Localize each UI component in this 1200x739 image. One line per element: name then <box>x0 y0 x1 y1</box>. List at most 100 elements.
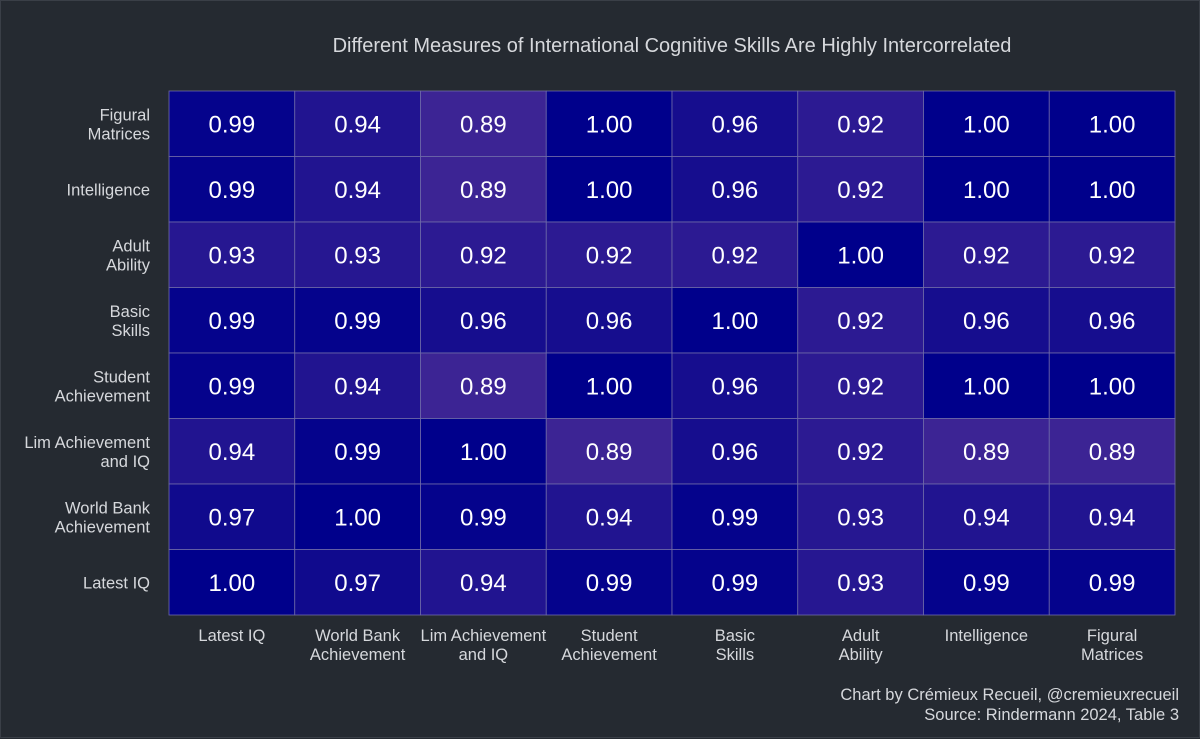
x-axis-tick-labels: Latest IQ World Bank Achievement Lim Achiev… <box>198 627 1143 664</box>
cell-value-label: 0.92 <box>963 242 1010 269</box>
heatmap-cell <box>923 483 1050 550</box>
heatmap-cells: 0.99 0.94 0.89 1.00 0.96 0.92 1.00 1.00 0.99 0.94… <box>168 90 1176 616</box>
heatmap-cell <box>168 156 296 223</box>
heatmap-cell <box>294 287 421 354</box>
cell-value-label: 0.89 <box>963 439 1010 466</box>
heatmap-cell <box>797 483 924 550</box>
heatmap-cell <box>545 418 673 485</box>
heatmap-cell <box>797 221 924 288</box>
heatmap-cell <box>923 90 1050 157</box>
heatmap-cell <box>797 156 924 223</box>
cell-value-label: 0.92 <box>837 177 884 204</box>
cell-value-label: 0.96 <box>1089 308 1136 335</box>
cell-value-label: 1.00 <box>1089 111 1136 138</box>
cell-value-label: 0.96 <box>712 439 759 466</box>
cell-value-label: 0.89 <box>1089 439 1136 466</box>
cell-value-label: 1.00 <box>586 373 633 400</box>
cell-value-label: 1.00 <box>1089 373 1136 400</box>
heatmap-cell <box>671 156 799 223</box>
heatmap-cell <box>1048 156 1176 223</box>
cell-value-label: 0.94 <box>963 504 1010 531</box>
heatmap-cell <box>797 352 924 419</box>
x-tick-label: Basic Skills <box>715 627 755 664</box>
cell-value-label: 0.93 <box>837 570 884 597</box>
cell-value-label: 0.94 <box>334 373 381 400</box>
chart-caption: Chart by Crémieux Recueil, @cremieuxrecu… <box>840 685 1179 725</box>
cell-value-label: 1.00 <box>586 177 633 204</box>
heatmap-cell <box>923 352 1050 419</box>
cell-value-label: 0.99 <box>460 504 507 531</box>
y-axis-tick-labels: Figural Matrices Intelligence Adult Ability B… <box>24 106 150 592</box>
heatmap-cell <box>923 156 1050 223</box>
cell-value-label: 1.00 <box>460 439 507 466</box>
heatmap-cell <box>420 549 547 616</box>
cell-value-label: 1.00 <box>963 177 1010 204</box>
heatmap-cell <box>923 287 1050 354</box>
cell-value-label: 0.92 <box>460 242 507 269</box>
heatmap-cell <box>420 221 547 288</box>
cell-value-label: 0.99 <box>963 570 1010 597</box>
heatmap-cell <box>420 352 547 419</box>
cell-value-label: 0.99 <box>334 439 381 466</box>
cell-value-label: 0.96 <box>460 308 507 335</box>
heatmap-cell <box>294 352 421 419</box>
cell-value-label: 0.93 <box>837 504 884 531</box>
cell-value-label: 0.92 <box>837 439 884 466</box>
y-tick-label: Intelligence <box>67 181 150 199</box>
cell-value-label: 1.00 <box>712 308 759 335</box>
cell-value-label: 1.00 <box>586 111 633 138</box>
x-tick-label: Latest IQ <box>198 627 265 645</box>
x-tick-label: Intelligence <box>945 627 1028 645</box>
cell-value-label: 0.96 <box>963 308 1010 335</box>
heatmap-cell <box>671 549 799 616</box>
cell-value-label: 0.99 <box>209 111 256 138</box>
heatmap-cell <box>545 287 673 354</box>
cell-value-label: 0.92 <box>837 111 884 138</box>
heatmap-cell <box>1048 418 1176 485</box>
heatmap-cell <box>797 418 924 485</box>
heatmap-cell <box>545 549 673 616</box>
cell-value-label: 0.99 <box>712 504 759 531</box>
caption-credit: Chart by Crémieux Recueil, @cremieuxrecu… <box>840 686 1179 704</box>
cell-value-label: 0.92 <box>837 373 884 400</box>
cell-value-label: 1.00 <box>334 504 381 531</box>
cell-value-label: 0.97 <box>209 504 256 531</box>
heatmap-cell <box>671 287 799 354</box>
y-tick-label: Basic Skills <box>110 303 150 340</box>
y-tick-label: World Bank Achievement <box>55 499 151 536</box>
heatmap-cell <box>294 221 421 288</box>
heatmap-cell <box>420 156 547 223</box>
cell-value-label: 0.99 <box>209 177 256 204</box>
y-tick-label: Student Achievement <box>55 368 151 405</box>
cell-value-label: 1.00 <box>837 242 884 269</box>
heatmap-cell <box>168 418 296 485</box>
cell-value-label: 0.99 <box>209 373 256 400</box>
cell-value-label: 0.96 <box>712 177 759 204</box>
x-tick-label: Figural Matrices <box>1081 627 1143 664</box>
caption-source: Source: Rindermann 2024, Table 3 <box>924 706 1179 724</box>
heatmap-cell <box>545 483 673 550</box>
heatmap-cell <box>294 418 421 485</box>
cell-value-label: 0.92 <box>837 308 884 335</box>
cell-value-label: 0.92 <box>712 242 759 269</box>
heatmap-cell <box>420 418 547 485</box>
heatmap-cell <box>923 549 1050 616</box>
cell-value-label: 0.99 <box>209 308 256 335</box>
cell-value-label: 0.89 <box>460 111 507 138</box>
cell-value-label: 0.94 <box>334 111 381 138</box>
heatmap-cell <box>1048 287 1176 354</box>
cell-value-label: 0.99 <box>334 308 381 335</box>
cell-value-label: 0.96 <box>586 308 633 335</box>
y-tick-label: Latest IQ <box>83 574 150 592</box>
heatmap-cell <box>797 549 924 616</box>
cell-value-label: 0.89 <box>586 439 633 466</box>
cell-value-label: 0.94 <box>586 504 633 531</box>
cell-value-label: 0.92 <box>1089 242 1136 269</box>
cell-value-label: 0.94 <box>209 439 256 466</box>
heatmap-cell <box>671 221 799 288</box>
heatmap-cell <box>1048 221 1176 288</box>
cell-value-label: 0.89 <box>460 373 507 400</box>
x-tick-label: Student Achievement <box>561 627 657 664</box>
